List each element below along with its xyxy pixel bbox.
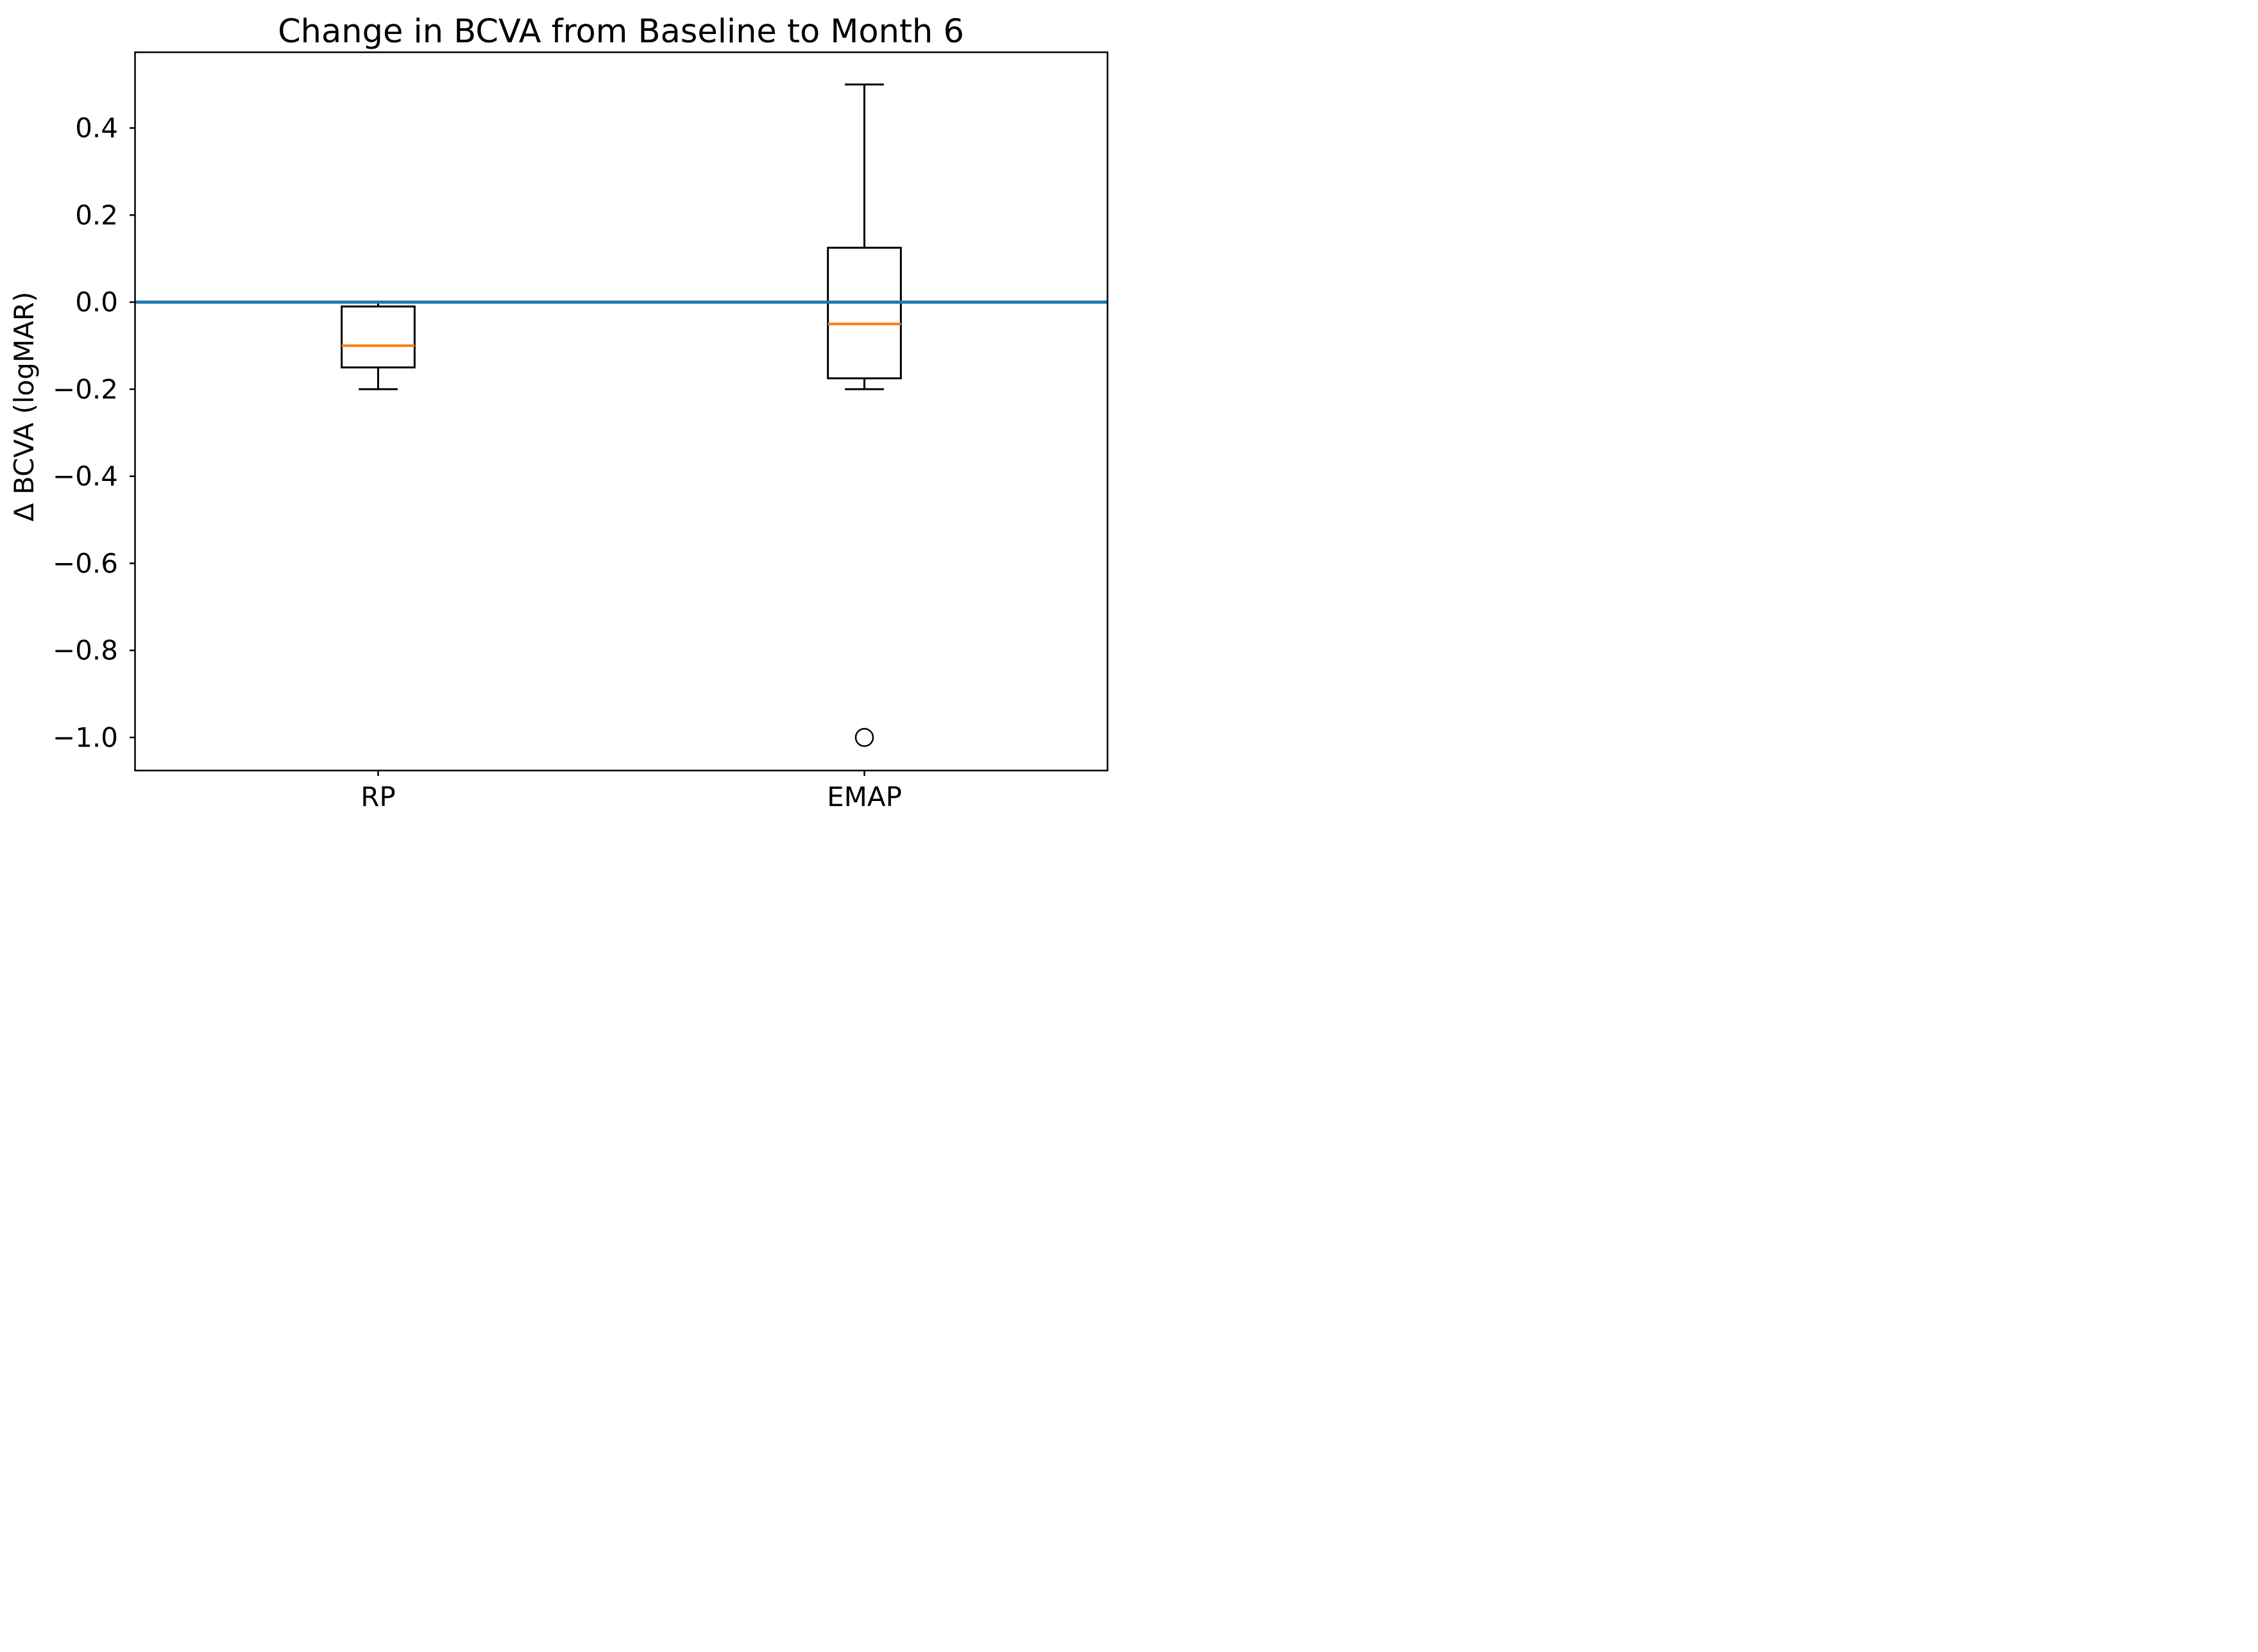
y-axis-ticks: 0.4 0.2 0.0 −0.2 −0.4 −0.6 −0.8 −1.0 xyxy=(53,112,135,753)
y-tick-label: 0.2 xyxy=(75,199,118,231)
iqr-box-rp xyxy=(341,305,416,369)
y-axis-label: Δ BCVA (logMAR) xyxy=(8,292,40,522)
boxplot-canvas: Change in BCVA from Baseline to Month 6 … xyxy=(8,13,1108,813)
boxplot-figure: Change in BCVA from Baseline to Month 6 … xyxy=(0,0,1129,826)
y-tick-label: −0.2 xyxy=(53,373,118,405)
chart-title: Change in BCVA from Baseline to Month 6 xyxy=(278,13,964,51)
y-tick-label: 0.0 xyxy=(75,287,118,318)
x-tick-label-emap: EMAP xyxy=(827,781,902,813)
y-tick-label: −0.6 xyxy=(53,548,118,579)
outlier-marker-emap xyxy=(854,728,874,747)
x-tick-label-rp: RP xyxy=(361,781,396,813)
iqr-box-emap xyxy=(827,246,902,380)
y-tick-label: 0.4 xyxy=(75,112,118,144)
plot-frame xyxy=(134,51,1108,771)
y-tick-label: −0.8 xyxy=(53,635,118,666)
x-axis-ticks: RP EMAP xyxy=(361,770,902,813)
y-tick-label: −0.4 xyxy=(53,460,118,492)
boxes-layer xyxy=(341,83,902,747)
y-tick-label: −1.0 xyxy=(53,721,118,753)
